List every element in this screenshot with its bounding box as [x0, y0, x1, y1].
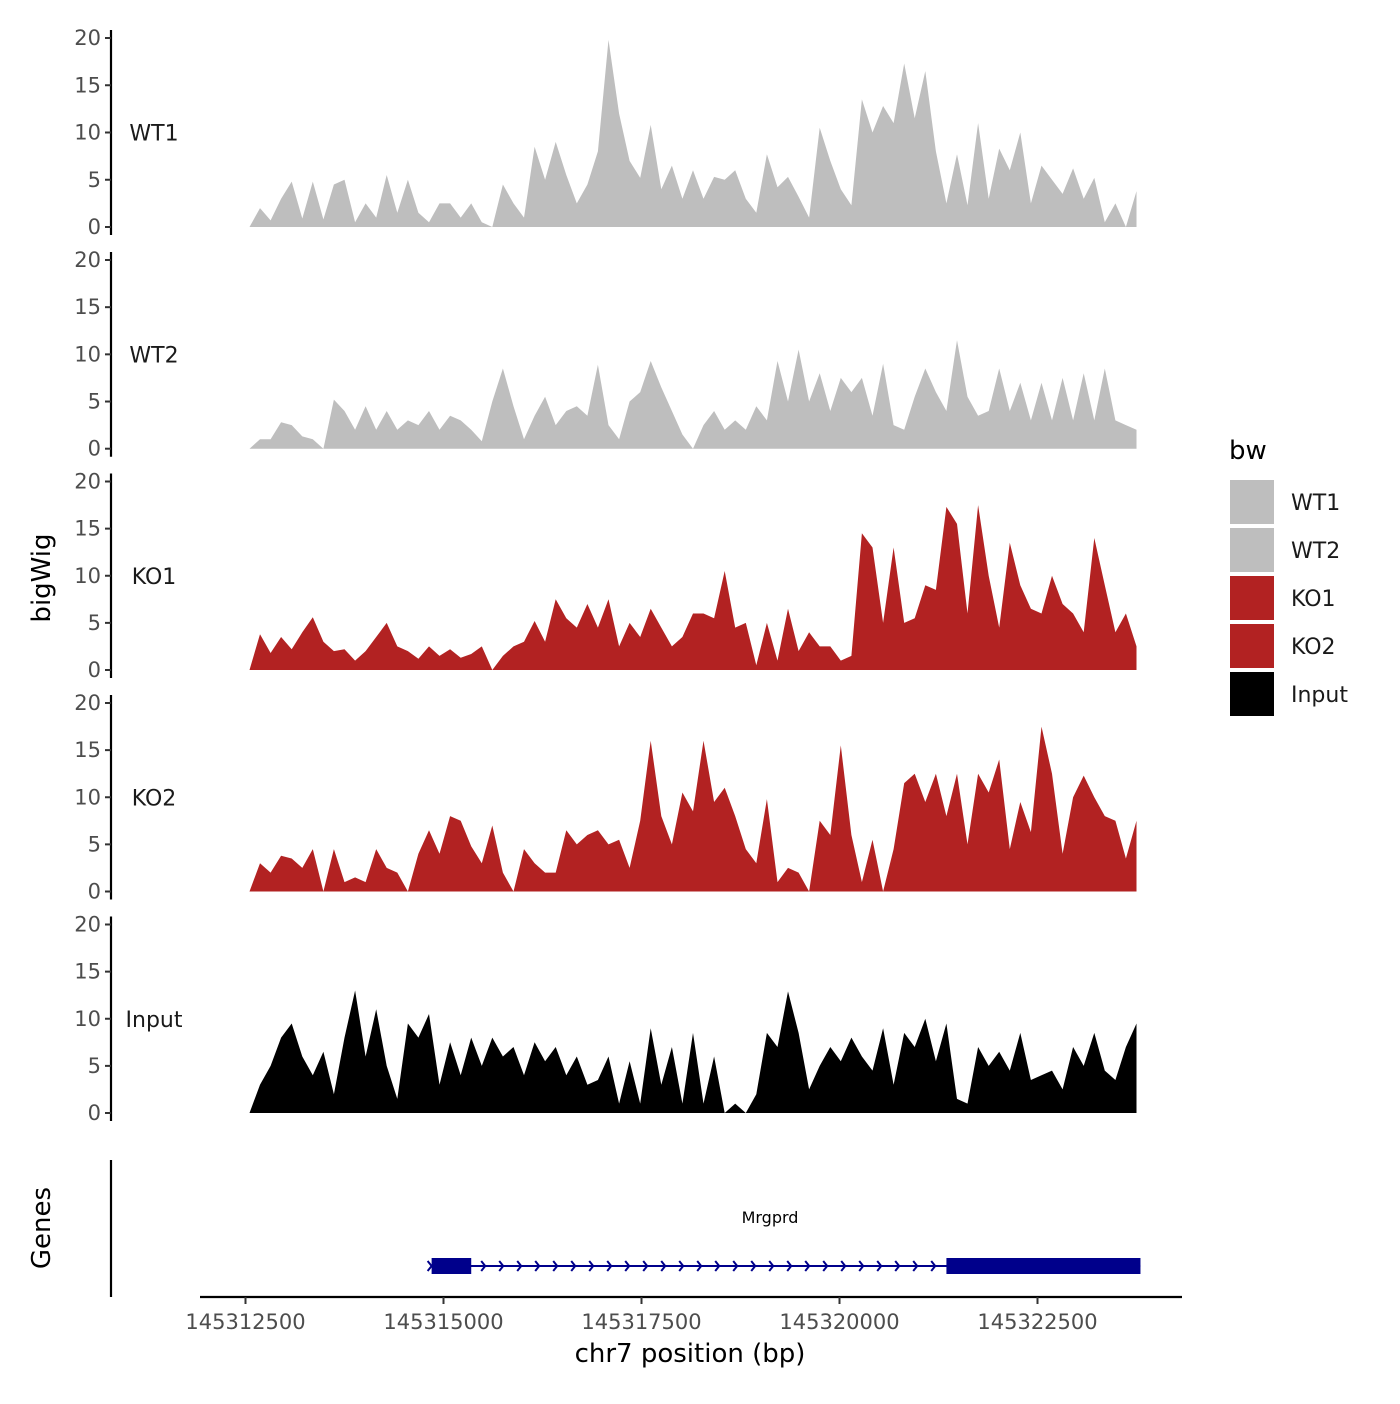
legend-key-ko2 [1230, 624, 1274, 668]
track-label-wt1: WT1 [129, 122, 178, 147]
y-tick-label: 5 [88, 390, 101, 414]
coverage-area-input [249, 990, 1137, 1113]
legend-items: WT1 WT2 KO1 KO2 Input [1230, 480, 1348, 716]
strand-chevron [570, 1260, 577, 1272]
y-tick-label: 5 [88, 832, 101, 856]
legend-label-wt1: WT1 [1291, 491, 1340, 516]
y-tick-label: 0 [88, 437, 101, 461]
strand-chevron [696, 1260, 703, 1272]
x-tick-label: 145315000 [383, 1310, 503, 1334]
track-label-input: Input [126, 1008, 183, 1033]
x-tick-label: 145322500 [977, 1310, 1097, 1334]
strand-chevron [516, 1260, 523, 1272]
strand-chevron [858, 1260, 865, 1272]
y-tick-label: 0 [88, 880, 101, 904]
strand-chevron [678, 1260, 685, 1272]
gene-exon-2 [946, 1258, 1141, 1274]
strand-chevron [930, 1260, 937, 1272]
coverage-tracks: 0 5 10 15 20 WT1 0 5 10 15 20 WT2 0 5 10 15 20 KO1 0 5 10 15 2… [74, 26, 1137, 1125]
y-tick-label: 20 [74, 913, 101, 937]
strand-chevron [660, 1260, 667, 1272]
strand-chevron [786, 1260, 793, 1272]
strand-chevron [714, 1260, 721, 1272]
track-label-ko1: KO1 [132, 565, 177, 590]
coverage-area-wt2 [249, 340, 1137, 449]
y-tick-label: 10 [74, 785, 101, 809]
legend-key-input [1230, 672, 1274, 716]
strand-chevron [804, 1260, 811, 1272]
strand-chevron [426, 1260, 433, 1272]
strand-chevron [822, 1260, 829, 1272]
x-axis-ticks: 145312500 145315000 145317500 145320000 1453… [185, 1297, 1098, 1334]
track-input: 0 5 10 15 20 Input [74, 913, 1137, 1125]
strand-chevron [480, 1260, 487, 1272]
y-tick-label: 0 [88, 658, 101, 682]
x-tick-label: 145317500 [581, 1310, 701, 1334]
strand-chevron [894, 1260, 901, 1272]
strand-chevron [498, 1260, 505, 1272]
strand-chevron [642, 1260, 649, 1272]
gene-track: Genes Mrgprd [27, 1160, 1141, 1297]
y-tick-label: 15 [74, 517, 101, 541]
y-tick-label: 10 [74, 1007, 101, 1031]
strand-chevron [552, 1260, 559, 1272]
track-ko2: 0 5 10 15 20 KO2 [74, 691, 1137, 904]
x-axis: 145312500 145315000 145317500 145320000 1453… [185, 1295, 1182, 1369]
legend-label-ko2: KO2 [1291, 635, 1336, 660]
x-tick-label: 145320000 [779, 1310, 899, 1334]
y-tick-label: 10 [74, 121, 101, 145]
legend-key-wt1 [1230, 480, 1274, 524]
y-axis-title: bigWig [27, 533, 57, 622]
track-ko1: 0 5 10 15 20 KO1 [74, 470, 1137, 682]
y-tick-label: 20 [74, 248, 101, 272]
gene-model [426, 1258, 1141, 1274]
y-tick-label: 10 [74, 342, 101, 366]
y-tick-label: 5 [88, 1054, 101, 1078]
legend: bw WT1 WT2 KO1 KO2 Input [1229, 436, 1348, 716]
y-tick-label: 20 [74, 691, 101, 715]
strand-chevron [732, 1260, 739, 1272]
y-tick-label: 20 [74, 26, 101, 50]
legend-label-wt2: WT2 [1291, 539, 1340, 564]
strand-chevron [588, 1260, 595, 1272]
y-tick-label: 15 [74, 73, 101, 97]
y-tick-label: 15 [74, 295, 101, 319]
strand-chevron [912, 1260, 919, 1272]
y-tick-label: 5 [88, 168, 101, 192]
y-tick-label: 15 [74, 738, 101, 762]
strand-chevron [534, 1260, 541, 1272]
gene-track-title: Genes [27, 1187, 57, 1269]
strand-chevron [876, 1260, 883, 1272]
legend-key-wt2 [1230, 528, 1274, 572]
track-wt1: 0 5 10 15 20 WT1 [74, 26, 1137, 239]
y-tick-label: 0 [88, 215, 101, 239]
y-tick-label: 20 [74, 470, 101, 494]
coverage-area-ko1 [249, 505, 1137, 670]
legend-title: bw [1229, 436, 1267, 466]
strand-chevron [624, 1260, 631, 1272]
gene-name-label: Mrgprd [742, 1208, 799, 1227]
legend-label-input: Input [1291, 683, 1348, 708]
strand-chevron [840, 1260, 847, 1272]
x-axis-title: chr7 position (bp) [575, 1339, 806, 1369]
legend-key-ko1 [1230, 576, 1274, 620]
x-tick-label: 145312500 [185, 1310, 305, 1334]
y-tick-label: 5 [88, 611, 101, 635]
y-tick-label: 0 [88, 1101, 101, 1125]
strand-chevron [750, 1260, 757, 1272]
gene-exon-1 [431, 1258, 472, 1274]
track-label-wt2: WT2 [129, 343, 178, 368]
legend-label-ko1: KO1 [1291, 587, 1336, 612]
y-tick-label: 10 [74, 564, 101, 588]
strand-chevron [768, 1260, 775, 1272]
track-wt2: 0 5 10 15 20 WT2 [74, 248, 1137, 461]
coverage-area-ko2 [249, 726, 1137, 892]
coverage-area-wt1 [249, 39, 1137, 228]
strand-chevron [606, 1260, 613, 1272]
track-label-ko2: KO2 [132, 786, 177, 811]
y-tick-label: 15 [74, 960, 101, 984]
